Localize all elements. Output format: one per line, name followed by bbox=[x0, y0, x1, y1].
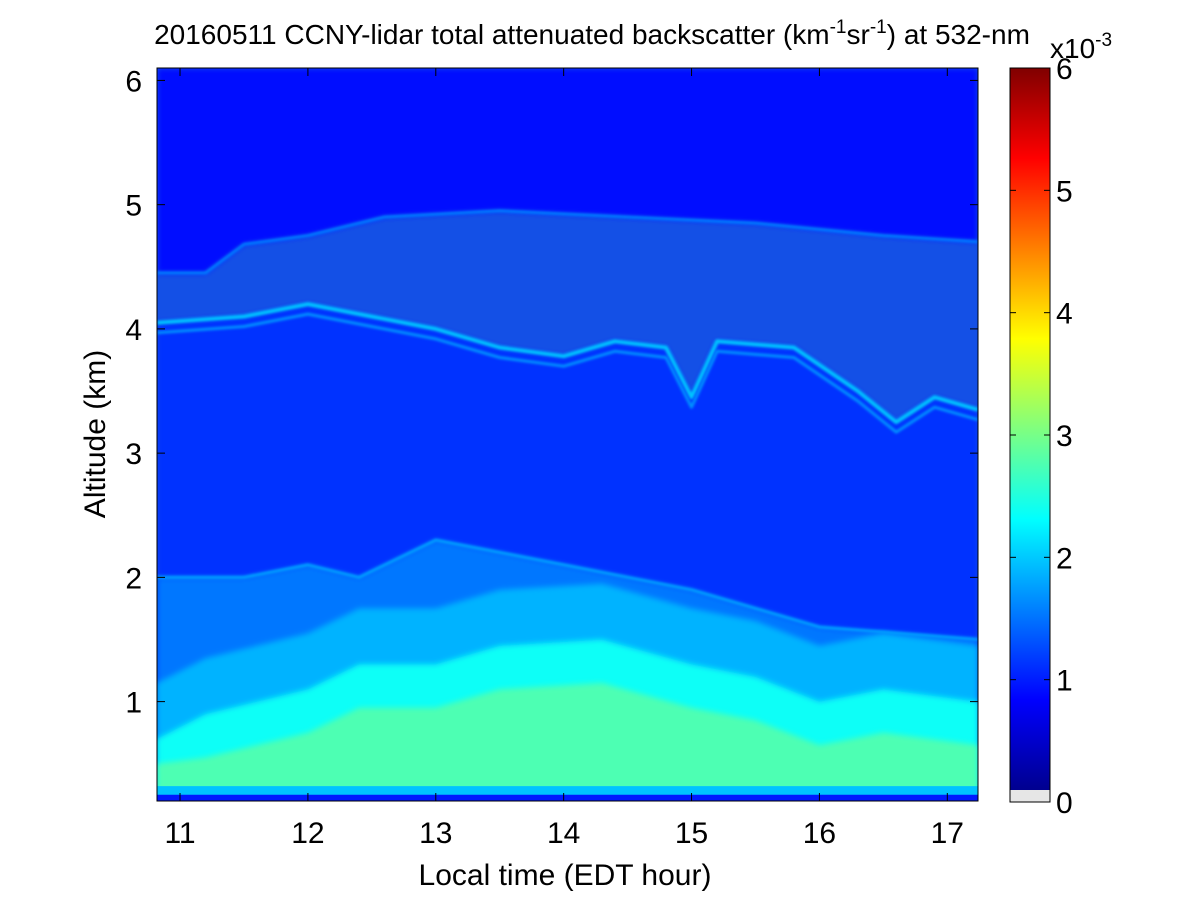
colorbar-tick-label: 4 bbox=[1056, 298, 1073, 331]
y-tick-label: 5 bbox=[125, 190, 142, 223]
x-tick-label: 17 bbox=[931, 817, 964, 850]
colorbar-nan-swatch bbox=[1010, 790, 1050, 802]
x-tick-label: 15 bbox=[675, 817, 708, 850]
x-tick-label: 12 bbox=[291, 817, 324, 850]
x-tick-label: 11 bbox=[164, 817, 195, 850]
surface-edge bbox=[157, 794, 978, 801]
y-axis-label: Altitude (km) bbox=[79, 350, 112, 518]
y-tick-label: 1 bbox=[125, 687, 142, 720]
heatmap-area bbox=[157, 68, 978, 801]
y-tick-label: 2 bbox=[125, 562, 142, 595]
chart-title: 20160511 CCNY-lidar total attenuated bac… bbox=[154, 17, 1030, 50]
y-tick-label: 6 bbox=[125, 65, 142, 98]
x-tick-label: 13 bbox=[419, 817, 452, 850]
y-tick-label: 3 bbox=[125, 438, 142, 471]
upper-layer-line bbox=[157, 209, 978, 275]
colorbar-tick-label: 3 bbox=[1056, 420, 1073, 453]
x-tick-label: 14 bbox=[547, 817, 580, 850]
aerosol-layer-line bbox=[157, 302, 978, 425]
colorbar-tick-label: 6 bbox=[1056, 53, 1073, 86]
boundary-layer-core bbox=[157, 683, 978, 801]
colorbar-gradient bbox=[1010, 68, 1050, 790]
colorbar-tick-label: 1 bbox=[1056, 665, 1073, 698]
aerosol-layer-line-2 bbox=[157, 312, 978, 434]
x-axis-label: Local time (EDT hour) bbox=[419, 859, 712, 892]
colorbar-tick-label: 0 bbox=[1056, 787, 1073, 820]
residual-layer-line bbox=[157, 538, 978, 641]
colorbar-tick-label: 2 bbox=[1056, 542, 1073, 575]
colorbar: 0 1 2 3 4 5 6 x10-3 bbox=[1009, 30, 1112, 820]
colorbar-multiplier: x10-3 bbox=[1050, 30, 1112, 64]
y-tick-label: 4 bbox=[125, 314, 142, 347]
x-tick-label: 16 bbox=[803, 817, 836, 850]
colorbar-tick-label: 5 bbox=[1056, 175, 1073, 208]
